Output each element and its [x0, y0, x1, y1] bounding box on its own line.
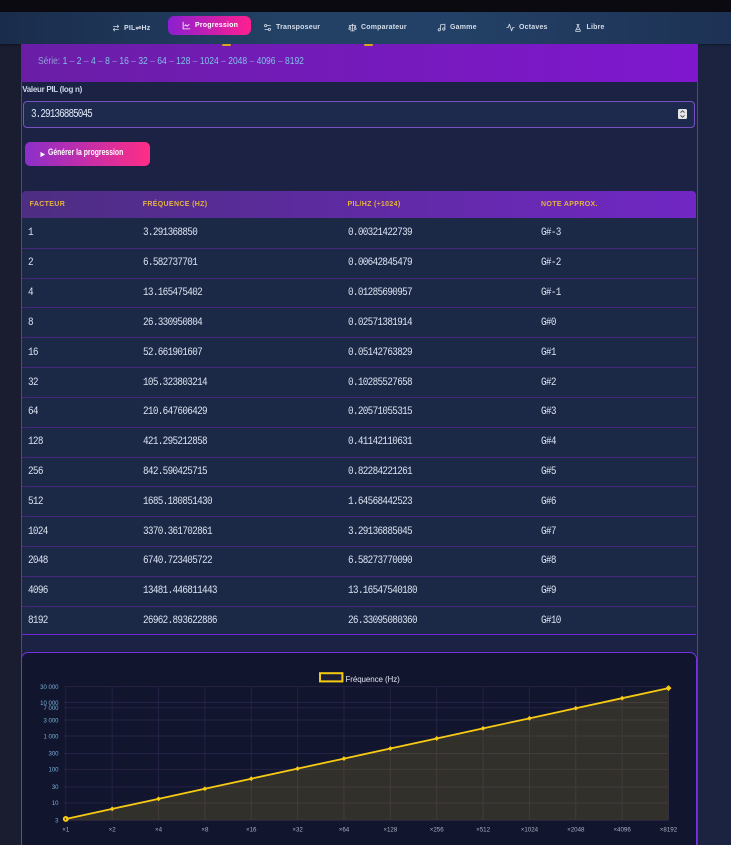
svg-text:30: 30 [52, 785, 59, 791]
svg-text:×256: ×256 [430, 827, 444, 834]
svg-text:×1: ×1 [62, 827, 70, 834]
svg-text:1 000: 1 000 [43, 734, 59, 740]
svg-text:×16: ×16 [246, 827, 257, 834]
svg-text:300: 300 [48, 752, 59, 758]
svg-text:7 000: 7 000 [43, 706, 59, 712]
svg-text:10: 10 [52, 801, 59, 807]
svg-text:100: 100 [48, 768, 59, 774]
svg-text:×1024: ×1024 [521, 827, 539, 834]
svg-text:×2: ×2 [109, 827, 117, 834]
svg-text:×4: ×4 [155, 827, 163, 834]
svg-text:Fréquence (Hz): Fréquence (Hz) [346, 675, 401, 684]
svg-text:×4096: ×4096 [613, 827, 631, 834]
svg-text:×8: ×8 [201, 827, 209, 834]
svg-text:×512: ×512 [476, 827, 490, 834]
svg-text:10 000: 10 000 [40, 701, 59, 707]
svg-text:×8192: ×8192 [660, 827, 678, 834]
svg-text:×128: ×128 [383, 827, 397, 834]
svg-text:3 000: 3 000 [43, 718, 59, 724]
svg-text:×32: ×32 [292, 827, 303, 834]
svg-text:30 000: 30 000 [40, 685, 59, 691]
svg-text:3: 3 [55, 819, 59, 825]
svg-text:×2048: ×2048 [567, 827, 585, 834]
svg-text:×64: ×64 [339, 827, 350, 834]
